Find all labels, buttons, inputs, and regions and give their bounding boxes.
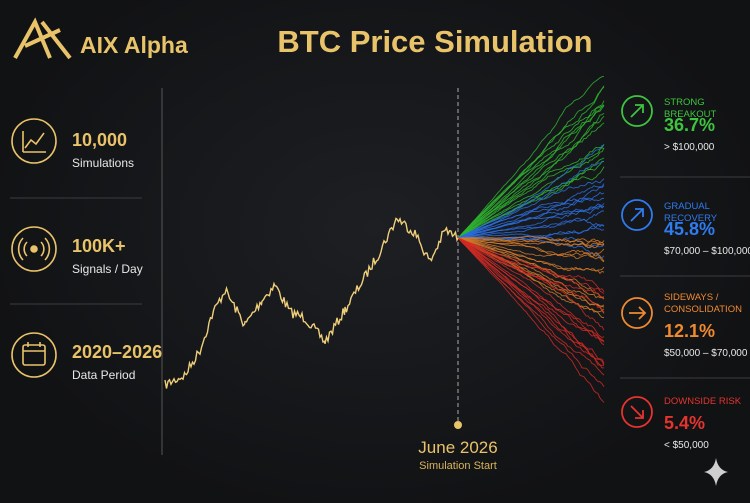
stat-value: 10,000 bbox=[72, 130, 128, 150]
scenario-name: SIDEWAYS / CONSOLIDATION bbox=[664, 292, 742, 315]
price-history bbox=[164, 217, 459, 389]
simulation-path bbox=[457, 203, 605, 239]
simulation-path bbox=[457, 183, 605, 239]
separators bbox=[10, 176, 750, 379]
simulation-path bbox=[457, 237, 605, 299]
stat-label: Simulations bbox=[72, 156, 135, 170]
simulation-path bbox=[457, 143, 605, 239]
stat-value: 2020–2026 bbox=[72, 342, 163, 362]
simulation-path bbox=[457, 237, 605, 364]
start-dot bbox=[454, 421, 462, 429]
simulation-path bbox=[457, 237, 605, 403]
scenario-probability: 12.1% bbox=[664, 321, 716, 341]
simulation-path bbox=[457, 160, 605, 239]
stat-label: Signals / Day bbox=[72, 262, 143, 276]
simulation-path bbox=[457, 75, 605, 239]
simulation-path bbox=[457, 191, 605, 239]
simulation-path bbox=[457, 105, 604, 239]
simulation-path bbox=[457, 237, 605, 247]
simulation-path bbox=[457, 205, 605, 239]
scenario-range: $50,000 – $70,000 bbox=[664, 348, 748, 359]
scenario-range: $70,000 – $100,000 bbox=[664, 246, 750, 257]
simulation-path bbox=[457, 237, 605, 257]
simulation-fan bbox=[457, 75, 605, 403]
scenario-probability: 45.8% bbox=[664, 219, 716, 239]
scenario-range: > $100,000 bbox=[664, 142, 715, 153]
stat-icons bbox=[11, 118, 57, 378]
scenario-probability: 36.7% bbox=[664, 115, 716, 135]
simulation-path bbox=[457, 100, 605, 239]
simulation-path bbox=[457, 105, 605, 239]
simulation-path bbox=[457, 197, 605, 239]
scenario-probability: 5.4% bbox=[664, 413, 706, 433]
logo-icon bbox=[13, 17, 72, 60]
simulation-path bbox=[457, 147, 605, 239]
scenario-name: DOWNSIDE RISK bbox=[664, 396, 742, 407]
simulation-path bbox=[457, 185, 605, 239]
scenario-name: GRADUAL RECOVERY bbox=[664, 201, 718, 224]
simulation-path bbox=[457, 237, 605, 376]
stat-label: Data Period bbox=[72, 368, 136, 382]
simulation-path bbox=[457, 237, 605, 299]
simulation-path bbox=[458, 235, 605, 245]
simulation-path bbox=[457, 237, 605, 343]
simulation-path bbox=[457, 237, 605, 294]
stat-value: 100K+ bbox=[72, 236, 126, 256]
simulation-path bbox=[457, 237, 605, 342]
simulation-path bbox=[457, 237, 605, 292]
marker-label: Simulation Start bbox=[419, 460, 497, 472]
scenario-range: < $50,000 bbox=[664, 440, 709, 451]
simulation-path bbox=[457, 237, 605, 248]
scenario-icons bbox=[621, 95, 653, 428]
simulation-path bbox=[457, 210, 605, 239]
sparkle bbox=[704, 458, 728, 486]
simulation-path bbox=[457, 148, 605, 239]
simulation-path bbox=[457, 122, 605, 239]
simulation-path bbox=[457, 237, 605, 366]
simulation-path bbox=[457, 237, 604, 366]
simulation-path bbox=[457, 237, 605, 263]
simulation-path bbox=[457, 237, 605, 339]
simulation-path bbox=[457, 112, 605, 239]
title: BTC Price Simulation bbox=[277, 24, 593, 59]
simulation-path bbox=[457, 237, 605, 369]
logo-text: AIX Alpha bbox=[80, 32, 188, 58]
scenario-name: STRONG BREAKOUT bbox=[664, 97, 717, 120]
marker-date: June 2026 bbox=[418, 438, 498, 457]
simulation-path bbox=[457, 85, 605, 239]
